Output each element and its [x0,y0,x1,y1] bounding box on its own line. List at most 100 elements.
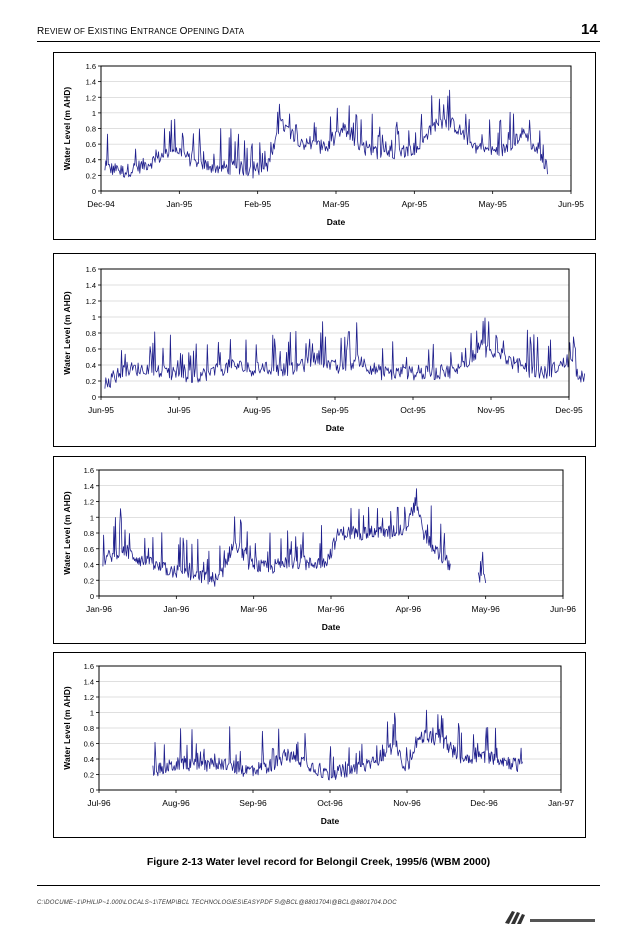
y-tick-label: 0.8 [84,529,94,538]
y-axis-title: Water Level (m AHD) [62,87,72,171]
header-title-cap: D [221,26,230,37]
y-tick-label: 1.6 [84,662,94,671]
y-tick-label: 0.4 [86,361,96,370]
water-level-series [152,709,523,781]
y-tick-label: 0.6 [84,545,94,554]
y-tick-label: 0.6 [86,345,96,354]
y-tick-label: 1.6 [84,466,94,475]
x-tick-label: May-95 [478,199,507,209]
x-tick-label: Nov-96 [393,798,421,808]
footer-divider [37,885,600,886]
y-tick-label: 0.6 [86,140,96,149]
x-tick-label: Jun-95 [88,405,114,415]
water-level-chart-4: 0 0.2 0.4 0.6 0.8 1 1.2 1.4 1.6 Jul-96 Aug-96 Sep-9… [62,662,574,826]
chart-panel-3: 0 0.2 0.4 0.6 0.8 1 1.2 1.4 1.6 Jan-96 Jan-96 Mar-9… [53,456,586,644]
x-tick-label: Nov-95 [477,405,505,415]
y-tick-label: 0 [92,187,96,196]
header-title-rest: EVIEW OF [44,27,88,36]
y-tick-label: 0.2 [86,171,96,180]
water-level-series [104,317,585,389]
company-logo [505,911,595,924]
x-tick-label: Aug-95 [243,405,271,415]
x-tick-label: Jan-97 [548,798,574,808]
y-tick-label: 0.6 [84,740,94,749]
x-tick-label: Jan-95 [166,199,192,209]
chart-panel-1: 0 0.2 0.4 0.6 0.8 1 1.2 1.4 1.6 Dec-94 Jan-95 Feb-9… [53,52,596,240]
x-tick-label: Oct-96 [317,798,343,808]
header-title-cap: E [87,26,95,37]
y-tick-label: 1.2 [86,93,96,102]
chart-panel-2: 0 0.2 0.4 0.6 0.8 1 1.2 1.4 1.6 Jun-95 Jul-95 Aug-9… [53,253,596,447]
water-level-chart-3: 0 0.2 0.4 0.6 0.8 1 1.2 1.4 1.6 Jan-96 Jan-96 Mar-9… [62,466,576,632]
x-tick-label: Jun-96 [550,604,576,614]
y-tick-label: 1 [92,313,96,322]
footer-file-path: C:\DOCUME~1\PHILIP~1.000\LOCALS~1\TEMP\B… [37,900,397,906]
y-tick-label: 0.4 [84,561,94,570]
y-axis-title: Water Level (m AHD) [62,686,72,770]
x-tick-label: Jan-96 [163,604,189,614]
y-tick-label: 1.4 [86,281,96,290]
x-tick-label: Aug-96 [162,798,190,808]
y-tick-label: 1.4 [84,482,94,491]
x-tick-label: Mar-96 [318,604,345,614]
plot-area-border [98,665,562,791]
water-level-chart-2: 0 0.2 0.4 0.6 0.8 1 1.2 1.4 1.6 Jun-95 Jul-95 Aug-9… [62,265,585,433]
y-tick-label: 0.4 [84,755,94,764]
y-tick-label: 0.2 [84,576,94,585]
y-tick-label: 0.8 [86,125,96,134]
y-tick-label: 1 [92,109,96,118]
y-axis-title: Water Level (m AHD) [62,491,72,575]
chart-panel-4: 0 0.2 0.4 0.6 0.8 1 1.2 1.4 1.6 Jul-96 Aug-96 Sep-9… [53,652,586,838]
x-tick-label: Mar-96 [240,604,267,614]
x-tick-label: Apr-96 [396,604,422,614]
y-tick-label: 0 [90,786,94,795]
x-tick-label: Jun-95 [558,199,584,209]
page-header-title: REVIEW OF EXISTING ENTRANCE OPENING DATA [37,26,244,37]
y-tick-label: 0.2 [86,377,96,386]
water-level-series [102,488,487,587]
x-axis-title: Date [321,816,340,826]
x-tick-label: Sep-95 [321,405,349,415]
y-tick-label: 1 [90,513,94,522]
x-tick-label: Apr-95 [402,199,428,209]
plot-area-border [100,65,572,192]
x-tick-label: Jul-96 [87,798,110,808]
x-tick-label: Sep-96 [239,798,267,808]
y-tick-label: 0.2 [84,771,94,780]
x-axis-title: Date [322,622,341,632]
y-tick-label: 1.4 [84,678,94,687]
header-title-rest: XISTING [94,27,131,36]
y-tick-label: 0.8 [86,329,96,338]
plot-area-border [100,268,570,398]
header-title-cap: R [37,26,45,37]
header-divider [37,41,600,42]
y-tick-label: 0 [90,592,94,601]
x-tick-label: Mar-95 [323,199,350,209]
header-title-cap: O [179,26,188,37]
water-level-series [104,89,548,179]
plot-area-border [98,469,564,597]
header-title-cap: E [130,26,138,37]
x-tick-label: Feb-95 [244,199,271,209]
page-number: 14 [581,21,598,38]
x-tick-label: Dec-95 [555,405,583,415]
y-tick-label: 1.2 [86,297,96,306]
x-tick-label: Jan-96 [86,604,112,614]
figure-caption: Figure 2-13 Water level record for Belon… [146,856,491,868]
x-axis-title: Date [326,423,345,433]
x-tick-label: May-96 [471,604,500,614]
water-level-chart-1: 0 0.2 0.4 0.6 0.8 1 1.2 1.4 1.6 Dec-94 Jan-95 Feb-9… [62,62,584,227]
y-tick-label: 1.6 [86,265,96,274]
header-title-rest: PENING [187,27,222,36]
x-tick-label: Jul-95 [167,405,190,415]
y-tick-label: 1.2 [84,693,94,702]
y-tick-label: 1.4 [86,78,96,87]
y-tick-label: 0.8 [84,724,94,733]
header-title-rest: NTRANCE [137,27,180,36]
y-tick-label: 1 [90,709,94,718]
x-tick-label: Dec-94 [87,199,115,209]
x-axis-title: Date [327,217,346,227]
y-tick-label: 1.6 [86,62,96,71]
header-title-rest: ATA [229,27,245,36]
y-axis-title: Water Level (m AHD) [62,291,72,375]
